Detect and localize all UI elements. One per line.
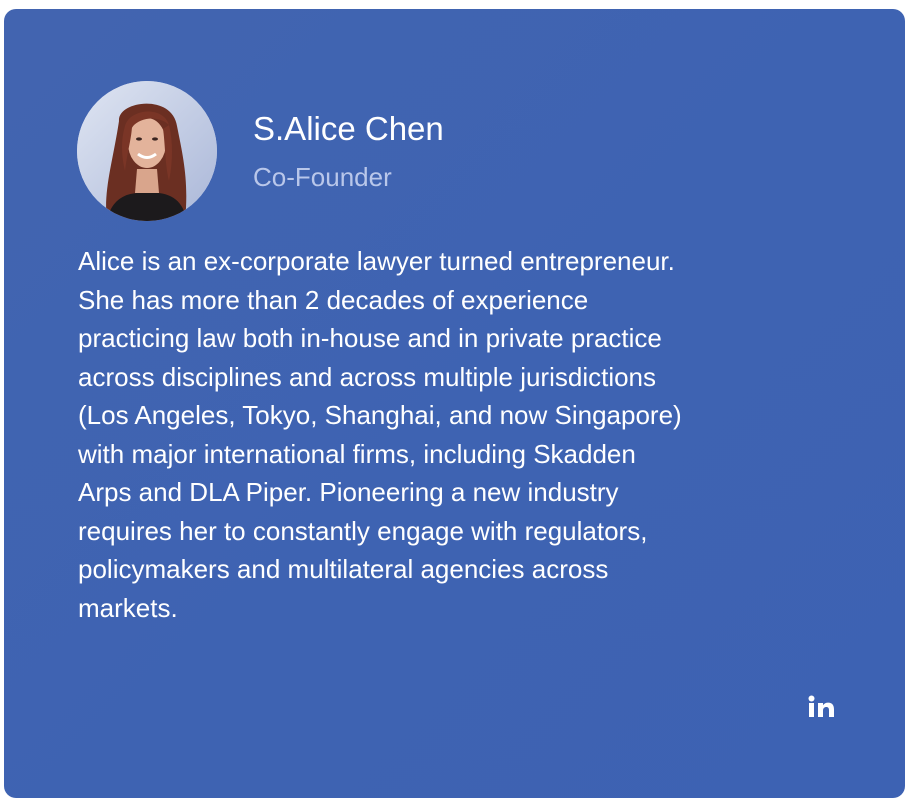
profile-card: S.Alice Chen Co-Founder Alice is an ex-c… <box>4 9 905 798</box>
avatar-photo <box>77 81 217 221</box>
linkedin-icon[interactable] <box>804 693 836 723</box>
profile-bio: Alice is an ex-corporate lawyer turned e… <box>78 246 682 623</box>
profile-role: Co-Founder <box>253 162 392 192</box>
avatar <box>77 81 217 221</box>
profile-name: S.Alice Chen <box>253 110 444 147</box>
